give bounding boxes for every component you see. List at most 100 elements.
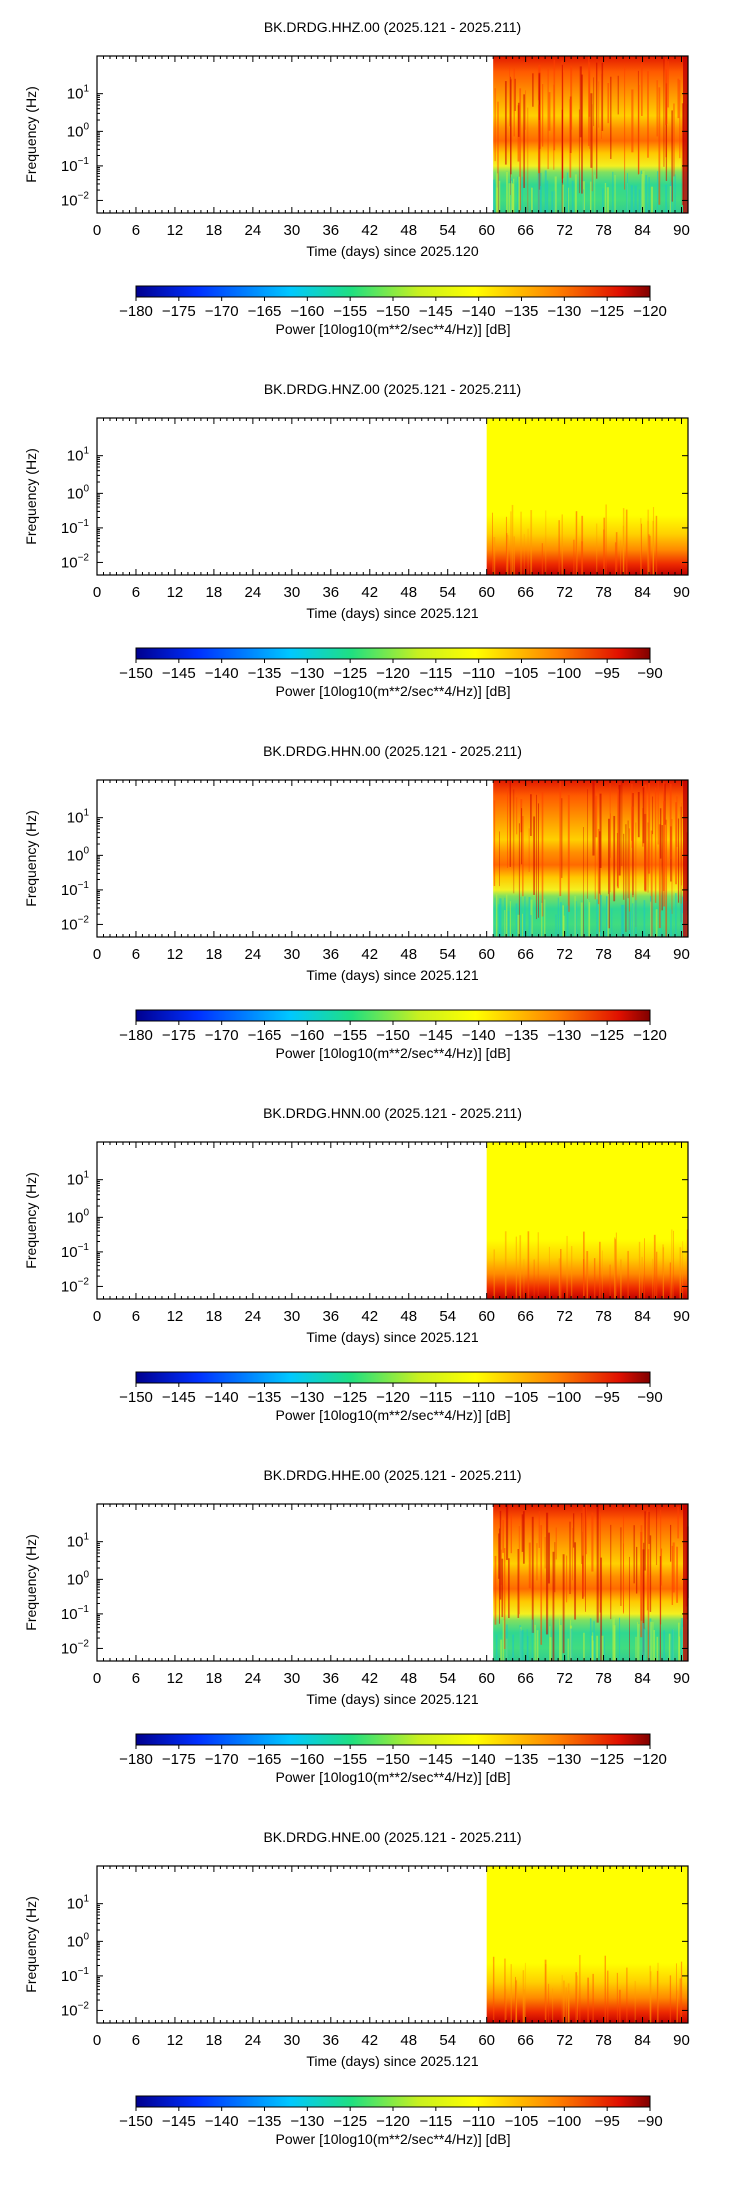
spectrogram-streak: [537, 104, 540, 213]
spectrogram-streak: [589, 1618, 592, 1661]
spectrogram-streak: [612, 171, 614, 213]
spectrogram-streak: [593, 1258, 596, 1299]
colorbar-tick-label: −135: [505, 303, 539, 320]
chart-panel: BK.DRDG.HNE.00 (2025.121 - 2025.211) 0 6 12…: [23, 1829, 690, 2147]
y-tick-label: 100: [67, 121, 90, 140]
spectrogram-streak: [570, 65, 573, 130]
x-tick-label: 90: [673, 222, 690, 239]
colorbar-tick-label: −125: [590, 1751, 624, 1768]
spectrogram-streak: [599, 793, 602, 868]
spectrogram-streak: [547, 68, 549, 170]
spectrogram-streak: [530, 510, 533, 575]
spectrogram-streak: [667, 60, 669, 108]
spectrogram-streak: [638, 1241, 641, 1299]
colorbar-tick-label: −95: [594, 665, 619, 682]
spectrogram-streak: [528, 828, 530, 872]
spectrogram-streak: [676, 1546, 679, 1603]
spectrogram-streak: [518, 176, 521, 213]
spectrogram-streak: [612, 1619, 614, 1661]
colorbar-tick-label: −125: [333, 1389, 367, 1406]
spectrogram-streak: [523, 533, 525, 575]
spectrogram-streak: [595, 795, 598, 838]
spectrogram-streak: [561, 1975, 563, 2023]
spectrogram-streak: [581, 1512, 583, 1565]
spectrogram-streak: [663, 781, 665, 891]
colorbar-label: Power [10log10(m**2/sec**4/Hz)] [dB]: [276, 2131, 511, 2147]
spectrogram-streak: [649, 1535, 652, 1612]
colorbar-tick-label: −120: [376, 1389, 410, 1406]
spectrogram-streak: [540, 172, 542, 213]
spectrogram-streak: [493, 1249, 495, 1299]
spectrogram-streak: [609, 783, 611, 893]
x-tick-label: 18: [206, 1308, 223, 1325]
spectrogram-streak: [528, 1542, 531, 1589]
y-tick-label: 101: [67, 1170, 90, 1189]
spectrogram-streak: [671, 1229, 673, 1299]
y-tick-label: 10−2: [61, 1638, 90, 1657]
spectrogram-streak: [657, 1962, 659, 2023]
x-tick-label: 54: [439, 584, 456, 601]
x-tick-label: 72: [556, 584, 573, 601]
spectrogram-streak: [578, 109, 580, 194]
spectrogram-streak: [493, 800, 496, 887]
spectrogram-streaks: [492, 1955, 683, 2023]
spectrogram-streak: [614, 174, 616, 213]
spectrogram-streak: [563, 1980, 565, 2023]
spectrogram-streak: [610, 813, 611, 858]
spectrogram-streak: [620, 540, 622, 575]
x-tick-label: 42: [361, 946, 378, 963]
spectrogram-streak: [656, 80, 658, 137]
spectrogram-streak: [583, 1632, 585, 1661]
spectrogram-streak: [602, 188, 604, 213]
spectrogram-streak: [548, 1983, 550, 2023]
y-tick-label: 10−1: [61, 1604, 90, 1623]
spectrogram-streak: [599, 1241, 601, 1299]
spectrogram-streak: [518, 823, 520, 937]
spectrogram-streak: [594, 174, 596, 213]
spectrogram-streak: [607, 1970, 609, 2023]
spectrogram-streak: [671, 1545, 674, 1605]
x-tick-label: 42: [361, 1670, 378, 1687]
spectrogram-streak: [607, 82, 610, 124]
colorbar-tick-label: −120: [633, 1027, 667, 1044]
spectrogram-streak: [508, 1558, 510, 1619]
spectrogram-streak: [573, 1513, 575, 1548]
spectrogram-streak: [579, 66, 582, 138]
y-tick-label: 10−1: [61, 1242, 90, 1261]
spectrogram-streak: [596, 1504, 599, 1623]
x-tick-label: 84: [634, 1670, 651, 1687]
x-tick-label: 12: [167, 2032, 184, 2049]
spectrogram-streak: [505, 1989, 507, 2023]
spectrogram-streak: [673, 103, 675, 177]
spectrogram-streak: [607, 893, 609, 937]
spectrogram-streak: [504, 910, 506, 937]
spectrogram-streak: [649, 535, 651, 575]
x-tick-label: 54: [439, 222, 456, 239]
x-tick-label: 72: [556, 1670, 573, 1687]
spectrogram-streak: [523, 1989, 526, 2023]
x-tick-label: 24: [245, 2032, 262, 2049]
spectrogram-streak: [604, 182, 607, 213]
spectrogram-streak: [532, 186, 534, 213]
spectrogram-streak: [508, 183, 511, 213]
spectrogram-streak: [529, 915, 532, 937]
spectrogram-streak: [622, 904, 625, 937]
spectrogram-streak: [574, 174, 577, 213]
spectrogram-streak: [650, 1621, 652, 1661]
spectrogram-streak: [566, 905, 569, 937]
spectrogram-streak: [600, 895, 602, 937]
colorbar-tick-label: −105: [505, 1389, 539, 1406]
spectrogram-streak: [530, 794, 532, 836]
spectrogram-streak: [498, 1528, 501, 1624]
spectrogram-streak: [500, 1549, 502, 1586]
x-tick-label: 84: [634, 2032, 651, 2049]
spectrogram-streak: [670, 1640, 672, 1661]
colorbar-tick-label: −130: [547, 1027, 581, 1044]
colorbar-tick-label: −100: [547, 665, 581, 682]
spectrogram-streak: [619, 1989, 621, 2023]
x-tick-label: 30: [283, 2032, 300, 2049]
colorbar-tick-label: −125: [590, 1027, 624, 1044]
spectrogram-streak: [593, 77, 595, 127]
spectrogram-streak: [582, 1506, 585, 1597]
spectrogram-streak: [566, 1235, 568, 1299]
